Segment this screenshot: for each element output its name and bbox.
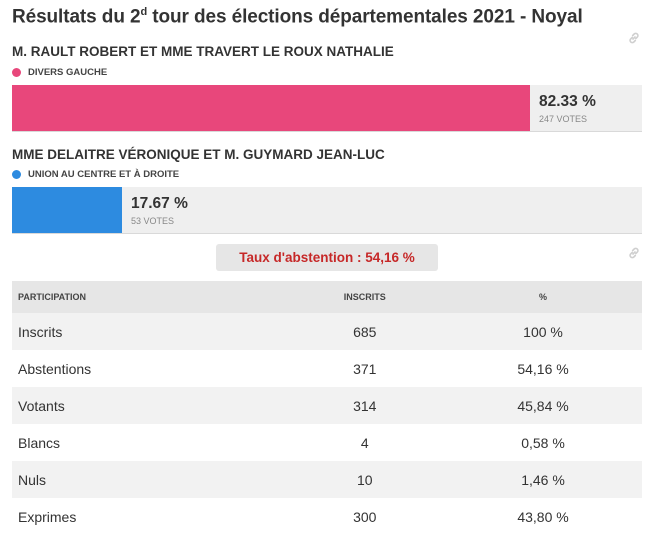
- result-bar-1: 82.33 % 247 VOTES: [12, 85, 642, 132]
- row-count: 685: [285, 313, 445, 350]
- result-bar-fill-1: [12, 85, 530, 131]
- row-label: Nuls: [12, 461, 286, 498]
- row-count: 314: [285, 387, 445, 424]
- table-header-row: PARTICIPATION INSCRITS %: [12, 281, 642, 313]
- table-row: Inscrits 685 100 %: [12, 313, 642, 350]
- table-row: Exprimes 300 43,80 %: [12, 498, 642, 535]
- row-label: Abstentions: [12, 350, 286, 387]
- link-icon[interactable]: [627, 31, 641, 45]
- table-row: Blancs 4 0,58 %: [12, 424, 642, 461]
- row-label: Exprimes: [12, 498, 286, 535]
- header-inscrits: INSCRITS: [285, 281, 445, 313]
- party-color-dot-2: [12, 170, 21, 179]
- row-count: 371: [285, 350, 445, 387]
- party-name-1: DIVERS GAUCHE: [28, 67, 108, 78]
- party-name-2: UNION AU CENTRE ET À DROITE: [28, 169, 180, 180]
- result-percent-2: 17.67 %: [131, 195, 188, 212]
- row-label: Votants: [12, 387, 286, 424]
- row-percent: 1,46 %: [444, 461, 642, 498]
- row-percent: 0,58 %: [444, 424, 642, 461]
- table-row: Votants 314 45,84 %: [12, 387, 642, 424]
- row-count: 4: [285, 424, 445, 461]
- title-superscript: d: [140, 6, 148, 18]
- abstention-badge: Taux d'abstention : 54,16 %: [216, 244, 438, 271]
- candidate-name-2: MME DELAITRE VÉRONIQUE ET M. GUYMARD JEA…: [12, 147, 385, 162]
- header-percent: %: [444, 281, 642, 313]
- result-bar-2: 17.67 % 53 VOTES: [12, 187, 642, 234]
- header-participation: PARTICIPATION: [12, 281, 286, 313]
- result-bar-fill-2: [12, 187, 122, 233]
- result-percent-1: 82.33 %: [539, 93, 596, 110]
- link-icon[interactable]: [627, 246, 641, 260]
- table-row: Nuls 10 1,46 %: [12, 461, 642, 498]
- table-row: Abstentions 371 54,16 %: [12, 350, 642, 387]
- row-percent: 100 %: [444, 313, 642, 350]
- title-prefix: Résultats du 2: [12, 6, 141, 28]
- result-votes-1: 247 VOTES: [539, 114, 588, 124]
- row-label: Inscrits: [12, 313, 286, 350]
- candidate-name-1: M. RAULT ROBERT ET MME TRAVERT LE ROUX N…: [12, 44, 394, 59]
- result-votes-2: 53 VOTES: [131, 216, 175, 226]
- party-label-2: UNION AU CENTRE ET À DROITE: [12, 169, 179, 180]
- participation-table: PARTICIPATION INSCRITS % Inscrits 685 10…: [12, 281, 642, 535]
- row-percent: 43,80 %: [444, 498, 642, 535]
- party-label-1: DIVERS GAUCHE: [12, 67, 107, 78]
- party-color-dot-1: [12, 68, 21, 77]
- title-suffix: tour des élections départementales 2021 …: [147, 6, 583, 28]
- row-percent: 54,16 %: [444, 350, 642, 387]
- row-count: 300: [285, 498, 445, 535]
- row-percent: 45,84 %: [444, 387, 642, 424]
- page-title: Résultats du 2d tour des élections dépar…: [12, 6, 632, 28]
- row-label: Blancs: [12, 424, 286, 461]
- row-count: 10: [285, 461, 445, 498]
